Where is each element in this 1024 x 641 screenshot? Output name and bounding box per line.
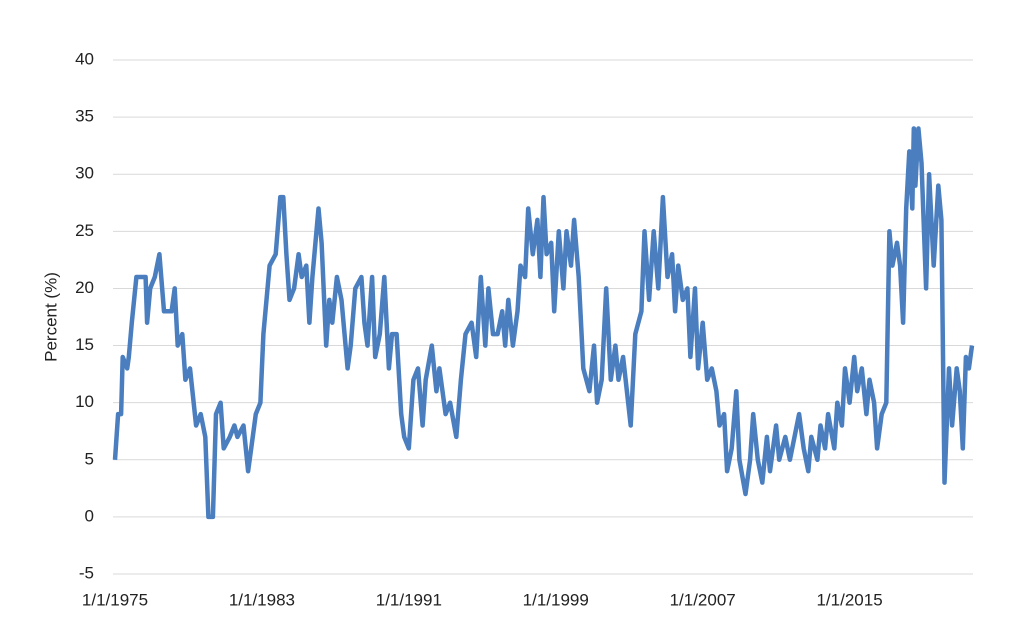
- x-tick-label: 1/1/1975: [82, 590, 148, 609]
- y-tick-label: -5: [79, 563, 94, 582]
- y-tick-label: 10: [75, 392, 94, 411]
- y-tick-label: 5: [85, 449, 94, 468]
- y-axis-label: Percent (%): [41, 272, 60, 362]
- y-tick-label: 0: [85, 506, 94, 525]
- x-tick-label: 1/1/1983: [229, 590, 295, 609]
- line-series: [112, 126, 975, 520]
- x-tick-label: 1/1/1999: [523, 590, 589, 609]
- x-tick-label: 1/1/1991: [376, 590, 442, 609]
- y-tick-label: 35: [75, 107, 94, 126]
- y-tick-label: 40: [75, 49, 94, 68]
- x-tick-label: 1/1/2015: [816, 590, 882, 609]
- x-tick-label: 1/1/2007: [670, 590, 736, 609]
- y-tick-label: 30: [75, 164, 94, 183]
- y-tick-label: 25: [75, 221, 94, 240]
- y-tick-label: 20: [75, 278, 94, 297]
- y-tick-label: 15: [75, 335, 94, 354]
